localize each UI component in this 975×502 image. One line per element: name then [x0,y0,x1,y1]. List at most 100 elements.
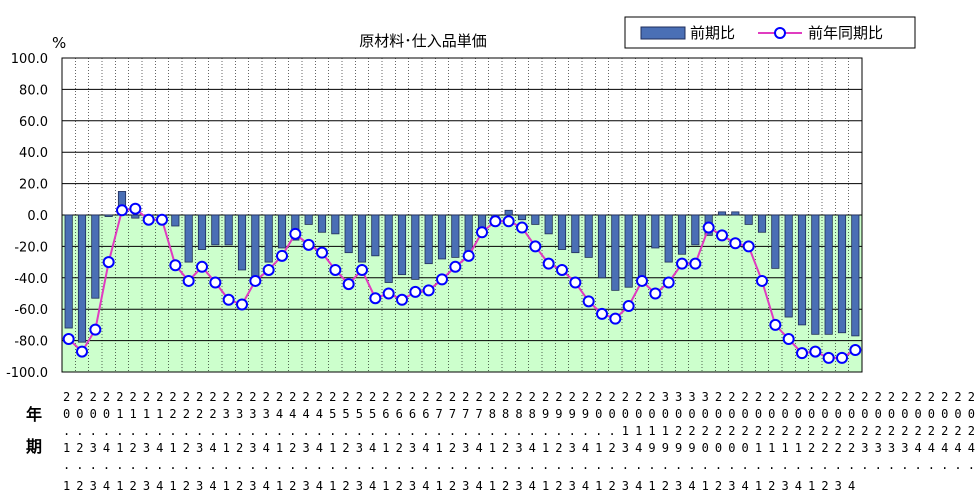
bar [224,214,233,246]
x-label-row: 2222222222222222222222222222222222222222… [63,390,975,404]
bar [411,214,420,280]
bar [264,214,273,263]
bar [851,214,860,337]
point [129,202,142,215]
point [489,215,502,228]
point [262,263,275,276]
point [76,345,88,358]
bar [171,214,180,227]
point [836,351,848,364]
point [649,287,662,300]
bar [584,214,593,258]
point [222,293,235,306]
bar [597,214,607,279]
point [409,285,422,298]
point [356,263,368,276]
bar [77,214,87,343]
x-label-row: ........................................… [63,458,975,472]
y-tick-label: 0.0 [27,209,48,224]
bar [664,214,673,263]
bar [237,214,247,271]
bar [744,214,753,225]
bar [317,214,327,233]
y-tick-label: 80.0 [19,83,48,98]
plot-frame [61,57,863,373]
bar [531,214,540,225]
y-tick-label: 20.0 [19,178,48,193]
point [716,229,728,242]
point [849,344,862,357]
bar [371,214,380,257]
x-tick-labels: 2222222222222222222222222222222222222222… [63,390,975,493]
point [169,259,182,272]
point [622,300,635,313]
bar [544,214,553,235]
point [502,215,515,228]
bar [651,214,660,249]
bar [131,214,140,219]
point [382,287,395,300]
x-label-row: 1234123412341234123412341234123412341234… [63,479,861,493]
point [209,276,222,289]
point [662,276,675,289]
point [396,293,408,306]
bar [197,214,207,250]
y-unit-label: % [52,34,66,52]
point [249,274,262,287]
bar [517,214,527,221]
point [89,323,102,336]
point [342,278,355,291]
point [182,274,195,287]
bar [797,214,807,326]
bar [691,214,700,246]
point [529,240,542,253]
point [542,257,555,270]
bar [184,214,193,263]
x-label-row: 0000111122223333444455556666777788889999… [63,407,975,421]
point [62,333,75,346]
point [796,347,808,360]
point [636,274,648,287]
point [369,292,382,305]
point [156,213,168,226]
bar [824,214,833,335]
point [236,298,248,311]
point [769,318,782,331]
point [449,260,462,273]
point [609,312,622,325]
point [689,257,702,270]
point [422,284,435,297]
bar [464,214,473,252]
point [809,345,822,358]
bar [624,214,633,288]
bar [277,214,287,249]
point [569,276,582,289]
point [676,257,688,270]
bar [757,214,767,233]
bar [451,214,460,258]
bar-series [64,191,860,343]
bar [251,214,260,277]
bar [557,214,567,250]
point [142,213,155,226]
y-tick-label: 60.0 [19,115,48,130]
bar [611,214,620,291]
bar [91,214,100,299]
bar [331,214,340,235]
y-tick-label: 40.0 [19,146,48,161]
y-tick-label: 100.0 [11,52,48,67]
bar [104,214,113,217]
bar [397,214,407,276]
point [276,249,288,262]
point [596,307,608,320]
bar [64,214,73,329]
bar [437,214,447,260]
bar [731,211,740,216]
point [822,351,835,364]
x-label-row: ........................................… [63,424,975,438]
point [756,274,768,287]
point [729,237,742,250]
bar [637,214,647,285]
bar [211,214,220,246]
